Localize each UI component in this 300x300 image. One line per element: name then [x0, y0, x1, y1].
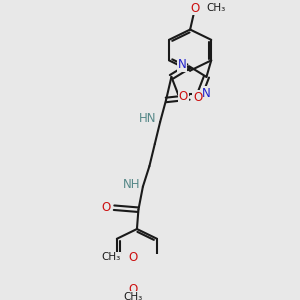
Text: O: O: [179, 90, 188, 103]
Text: CH₃: CH₃: [124, 292, 143, 300]
Text: N: N: [202, 86, 211, 100]
Text: O: O: [129, 283, 138, 296]
Text: O: O: [128, 250, 137, 264]
Text: O: O: [191, 2, 200, 15]
Text: N: N: [178, 58, 187, 71]
Text: O: O: [101, 201, 110, 214]
Text: HN: HN: [139, 112, 156, 125]
Text: CH₃: CH₃: [101, 252, 121, 262]
Text: NH: NH: [123, 178, 140, 191]
Text: O: O: [193, 91, 202, 104]
Text: CH₃: CH₃: [206, 3, 226, 13]
